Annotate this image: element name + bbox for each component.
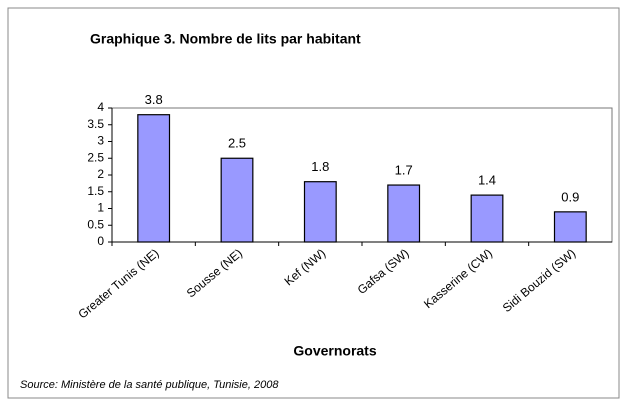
y-tick-label: 1.5 bbox=[87, 184, 104, 198]
value-label: 0.9 bbox=[561, 189, 579, 204]
bar bbox=[387, 184, 421, 243]
bar bbox=[137, 114, 171, 243]
y-tick-label: 0 bbox=[97, 234, 104, 248]
value-label: 2.5 bbox=[228, 136, 246, 151]
y-tick-label: 0.5 bbox=[87, 217, 104, 231]
chart-title: Graphique 3. Nombre de lits par habitant bbox=[90, 31, 361, 47]
y-tick-label: 2.5 bbox=[87, 150, 104, 164]
value-label: 1.4 bbox=[478, 173, 496, 188]
bar bbox=[220, 157, 254, 243]
y-tick-label: 4 bbox=[97, 100, 104, 114]
value-label: 3.8 bbox=[145, 92, 163, 107]
x-axis-label: Governorats bbox=[293, 343, 376, 359]
y-tick-label: 3 bbox=[97, 134, 104, 148]
y-tick-label: 3.5 bbox=[87, 117, 104, 131]
value-label: 1.7 bbox=[395, 162, 413, 177]
bar bbox=[553, 211, 587, 243]
bar bbox=[470, 194, 504, 243]
value-label: 1.8 bbox=[311, 159, 329, 174]
y-tick-label: 2 bbox=[97, 167, 104, 181]
bar bbox=[303, 181, 337, 243]
source-note: Source: Ministère de la santé publique, … bbox=[20, 379, 279, 391]
y-tick-label: 1 bbox=[97, 201, 104, 215]
